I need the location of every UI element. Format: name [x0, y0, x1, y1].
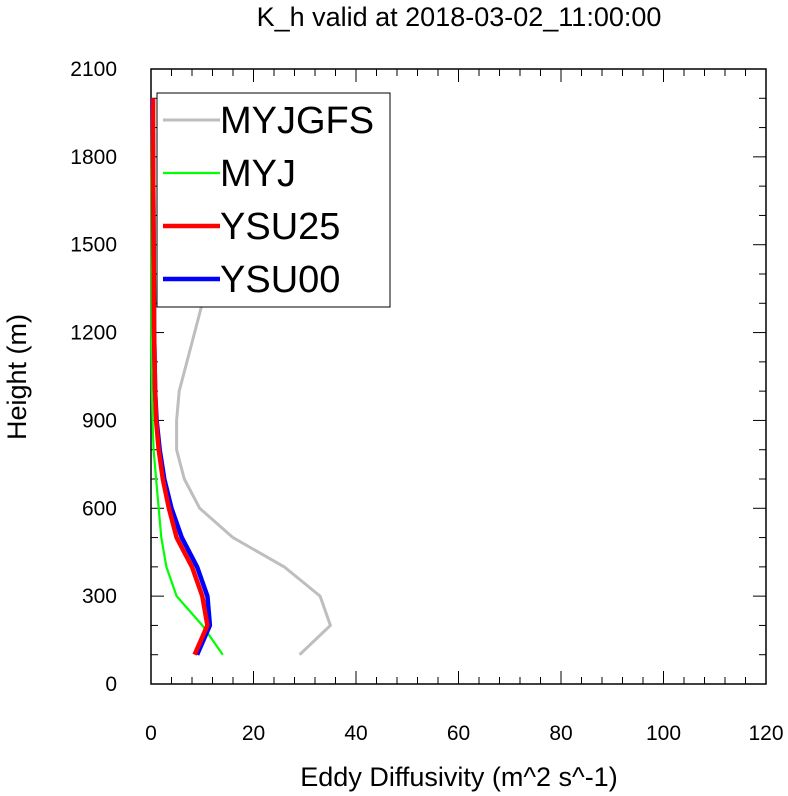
x-axis-label: Eddy Diffusivity (m^2 s^-1) — [300, 762, 617, 792]
y-tick-label: 300 — [82, 585, 117, 608]
x-tick-label: 20 — [242, 722, 265, 745]
y-tick-label: 900 — [82, 409, 117, 432]
x-tick-label: 0 — [145, 722, 157, 745]
legend-label-myj: MYJ — [220, 153, 296, 195]
y-tick-label: 2100 — [70, 58, 117, 81]
x-tick-label: 40 — [344, 722, 367, 745]
legend-box — [156, 92, 391, 308]
y-tick-label: 1500 — [70, 234, 117, 257]
chart-title: K_h valid at 2018-03-02_11:00:00 — [257, 2, 662, 32]
series-line-ysu25 — [150, 98, 210, 656]
x-tick-label: 80 — [549, 722, 572, 745]
x-tick-label: 120 — [748, 722, 783, 745]
x-tick-label: 100 — [646, 722, 681, 745]
y-axis-label: Height (m) — [2, 314, 32, 440]
legend: MYJGFS MYJ YSU25 YSU00 — [156, 92, 391, 308]
plot-area: 0 20 40 60 80 100 1200300600900120015001800210… — [70, 58, 783, 745]
legend-label-ysu00: YSU00 — [220, 259, 340, 301]
x-tick-label: 60 — [447, 722, 470, 745]
y-tick-label: 600 — [82, 497, 117, 520]
y-tick-label: 0 — [105, 673, 117, 696]
y-tick-label: 1200 — [70, 322, 117, 345]
y-tick-label: 1800 — [70, 146, 117, 169]
legend-label-myjgfs: MYJGFS — [220, 100, 374, 142]
legend-label-ysu25: YSU25 — [220, 206, 340, 248]
